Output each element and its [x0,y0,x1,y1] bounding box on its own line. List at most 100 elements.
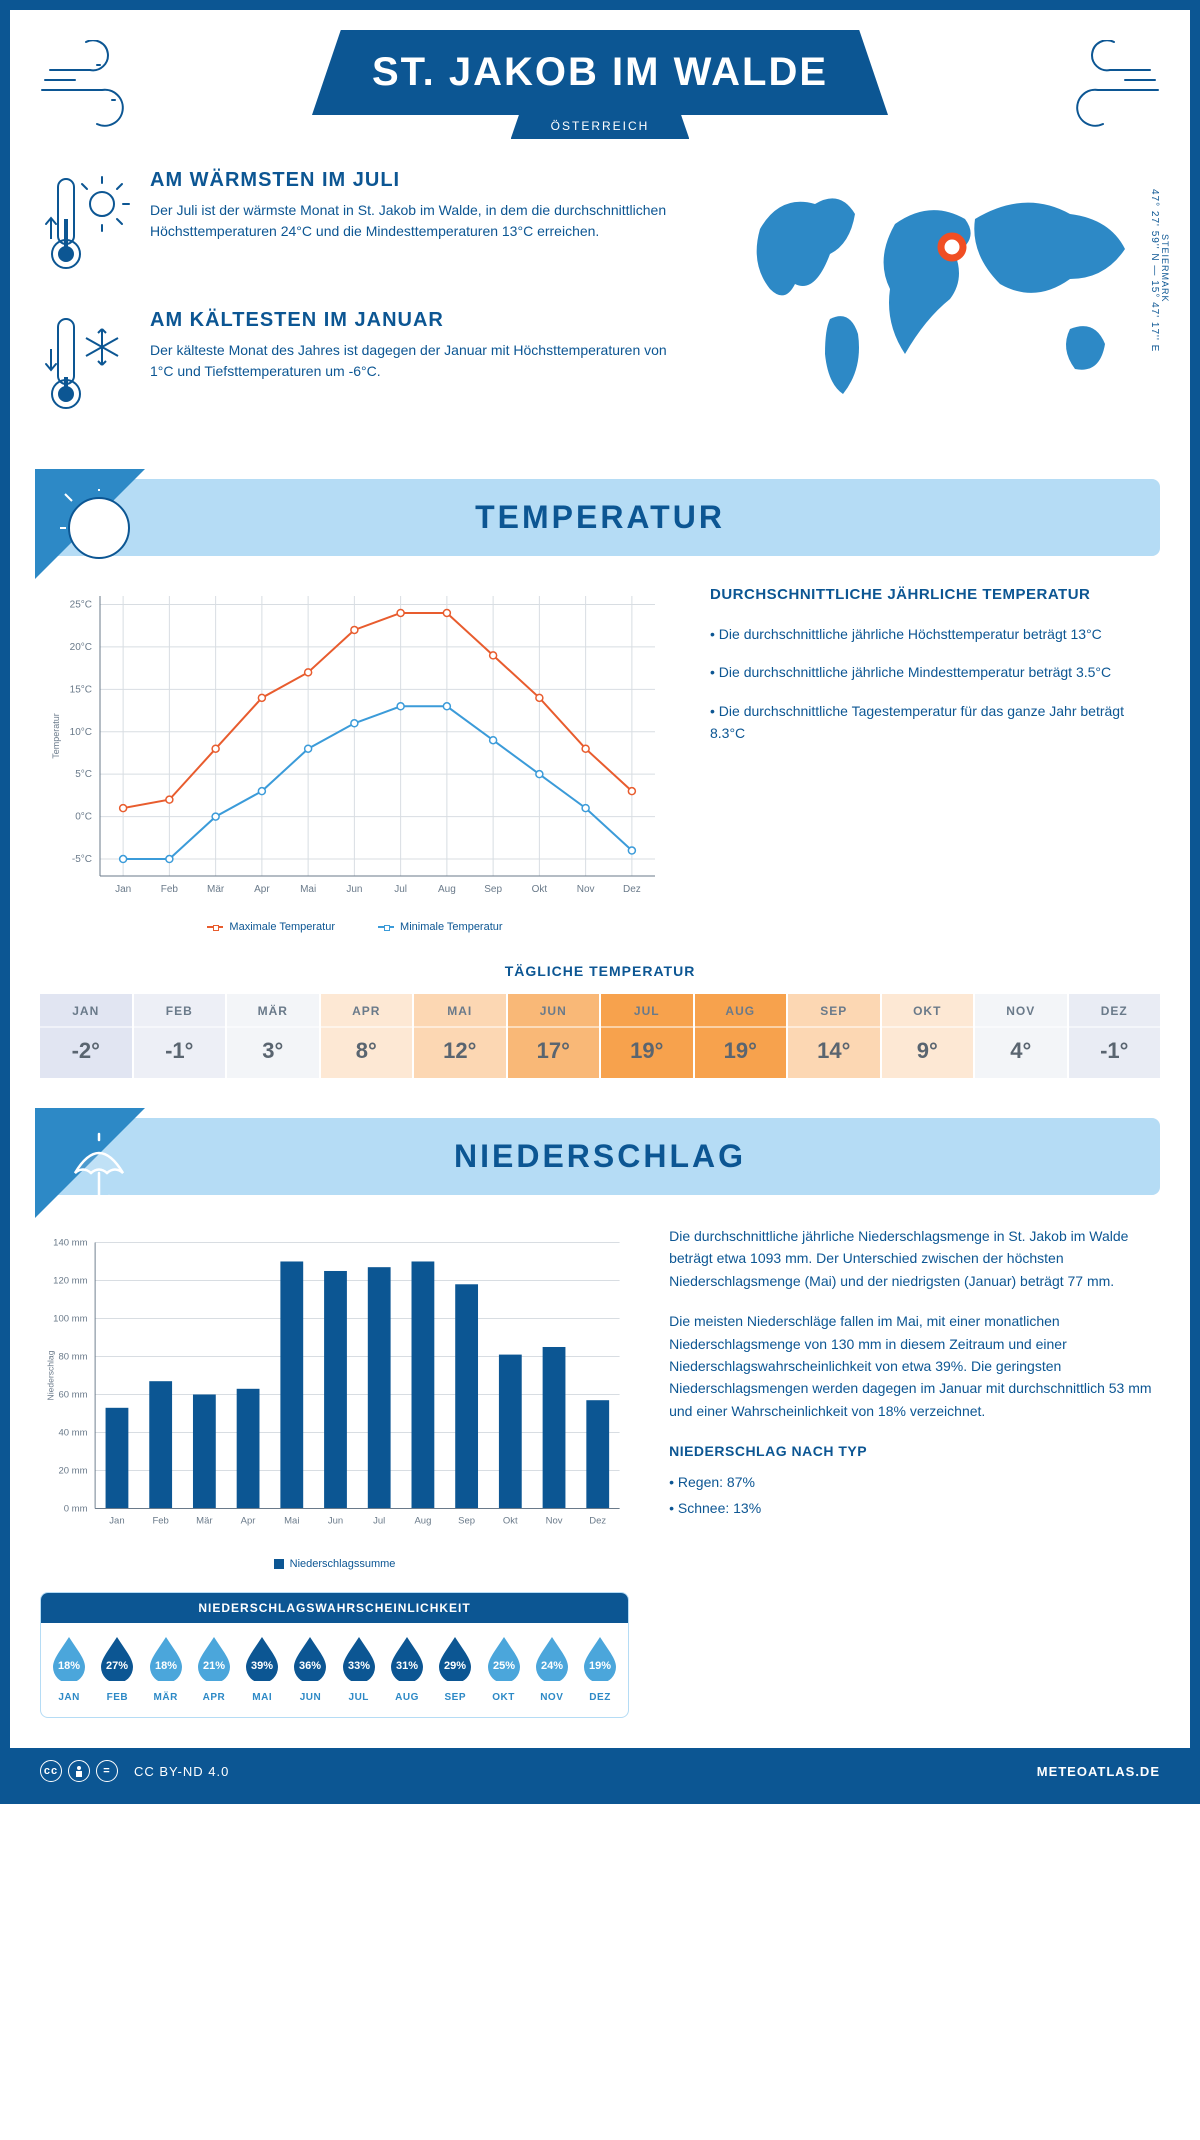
precip-legend: Niederschlagssumme [290,1558,396,1570]
daily-month: MÄR [227,1004,319,1028]
svg-text:Jul: Jul [373,1516,385,1527]
svg-text:21%: 21% [203,1660,225,1672]
precip-type-2: • Schnee: 13% [669,1497,1160,1519]
svg-text:Jan: Jan [115,884,131,895]
daily-temp-table: JAN-2°FEB-1°MÄR3°APR8°MAI12°JUN17°JUL19°… [40,994,1160,1078]
svg-text:Feb: Feb [161,884,179,895]
umbrella-icon [60,1128,138,1206]
svg-text:Mai: Mai [300,884,316,895]
daily-value: 17° [508,1038,600,1064]
drop-icon: 21% [195,1635,233,1681]
by-icon [68,1760,90,1782]
drop-icon: 39% [243,1635,281,1681]
prob-cell: 18% MÄR [142,1635,190,1703]
daily-month: NOV [975,1004,1067,1028]
svg-text:Feb: Feb [152,1516,168,1527]
daily-value: -2° [40,1038,132,1064]
temp-info-2: • Die durchschnittliche jährliche Mindes… [710,661,1160,683]
svg-text:15°C: 15°C [70,684,92,695]
daily-cell: AUG19° [695,994,787,1078]
prob-cell: 19% DEZ [576,1635,624,1703]
svg-text:Jan: Jan [109,1516,124,1527]
precipitation-title: NIEDERSCHLAG [60,1138,1140,1175]
prob-cell: 36% JUN [286,1635,334,1703]
svg-text:100 mm: 100 mm [53,1313,87,1324]
svg-text:80 mm: 80 mm [58,1351,87,1362]
prob-month: AUG [383,1692,431,1703]
svg-text:-5°C: -5°C [72,854,92,865]
daily-month: FEB [134,1004,226,1028]
svg-text:39%: 39% [251,1660,273,1672]
daily-month: AUG [695,1004,787,1028]
svg-text:10°C: 10°C [70,727,92,738]
daily-value: 3° [227,1038,319,1064]
precipitation-probability-box: NIEDERSCHLAGSWAHRSCHEINLICHKEIT 18% JAN … [40,1592,629,1718]
coordinates: STEIERMARK 47° 27' 59'' N — 15° 47' 17''… [1149,189,1170,352]
svg-text:Aug: Aug [414,1516,431,1527]
svg-text:20°C: 20°C [70,642,92,653]
prob-month: FEB [93,1692,141,1703]
prob-month: APR [190,1692,238,1703]
drop-icon: 24% [533,1635,571,1681]
daily-value: 14° [788,1038,880,1064]
license-text: CC BY-ND 4.0 [134,1764,229,1779]
svg-text:Dez: Dez [623,884,641,895]
daily-value: -1° [1069,1038,1161,1064]
svg-text:Jun: Jun [346,884,362,895]
drop-icon: 25% [485,1635,523,1681]
daily-temp-title: TÄGLICHE TEMPERATUR [40,963,1160,979]
daily-month: MAI [414,1004,506,1028]
prob-cell: 33% JUL [335,1635,383,1703]
svg-text:20 mm: 20 mm [58,1465,87,1476]
svg-text:31%: 31% [396,1660,418,1672]
svg-text:Temperatur: Temperatur [51,713,61,759]
drop-icon: 33% [340,1635,378,1681]
daily-cell: APR8° [321,994,413,1078]
svg-text:Nov: Nov [577,884,595,895]
warmest-title: AM WÄRMSTEN IM JULI [150,169,690,192]
svg-text:Jul: Jul [394,884,407,895]
svg-text:33%: 33% [348,1660,370,1672]
prob-month: DEZ [576,1692,624,1703]
daily-month: JUN [508,1004,600,1028]
daily-value: 9° [882,1038,974,1064]
drop-icon: 18% [50,1635,88,1681]
svg-text:Aug: Aug [438,884,456,895]
prob-cell: 29% SEP [431,1635,479,1703]
coldest-text: Der kälteste Monat des Jahres ist dagege… [150,340,690,382]
precipitation-section-banner: NIEDERSCHLAG [40,1118,1160,1195]
temperature-info: DURCHSCHNITTLICHE JÄHRLICHE TEMPERATUR •… [710,586,1160,933]
summary-row: AM WÄRMSTEN IM JULI Der Juli ist der wär… [40,169,1160,449]
svg-text:Okt: Okt [532,884,548,895]
prob-cell: 39% MAI [238,1635,286,1703]
warmest-block: AM WÄRMSTEN IM JULI Der Juli ist der wär… [40,169,690,284]
cc-icon: cc [40,1760,62,1782]
svg-text:Okt: Okt [503,1516,518,1527]
svg-text:25°C: 25°C [70,599,92,610]
prob-title: NIEDERSCHLAGSWAHRSCHEINLICHKEIT [41,1593,628,1623]
svg-text:Apr: Apr [241,1516,256,1527]
page-footer: cc = CC BY-ND 4.0 METEOATLAS.DE [10,1748,1190,1794]
temp-info-title: DURCHSCHNITTLICHE JÄHRLICHE TEMPERATUR [710,586,1160,603]
site-name: METEOATLAS.DE [1037,1764,1160,1779]
prob-cell: 27% FEB [93,1635,141,1703]
svg-text:Dez: Dez [589,1516,606,1527]
warmest-text: Der Juli ist der wärmste Monat in St. Ja… [150,200,690,242]
daily-cell: FEB-1° [134,994,226,1078]
drop-icon: 19% [581,1635,619,1681]
svg-text:Apr: Apr [254,884,270,895]
svg-text:Mär: Mär [196,1516,212,1527]
temperature-section-banner: TEMPERATUR [40,479,1160,556]
svg-text:60 mm: 60 mm [58,1389,87,1400]
daily-cell: DEZ-1° [1069,994,1161,1078]
daily-cell: OKT9° [882,994,974,1078]
prob-month: SEP [431,1692,479,1703]
svg-text:5°C: 5°C [75,769,92,780]
drop-icon: 29% [436,1635,474,1681]
daily-cell: NOV4° [975,994,1067,1078]
nd-icon: = [96,1760,118,1782]
svg-text:Niederschlag: Niederschlag [45,1350,55,1400]
daily-cell: SEP14° [788,994,880,1078]
prob-month: MÄR [142,1692,190,1703]
daily-cell: JUN 17° [508,994,600,1078]
